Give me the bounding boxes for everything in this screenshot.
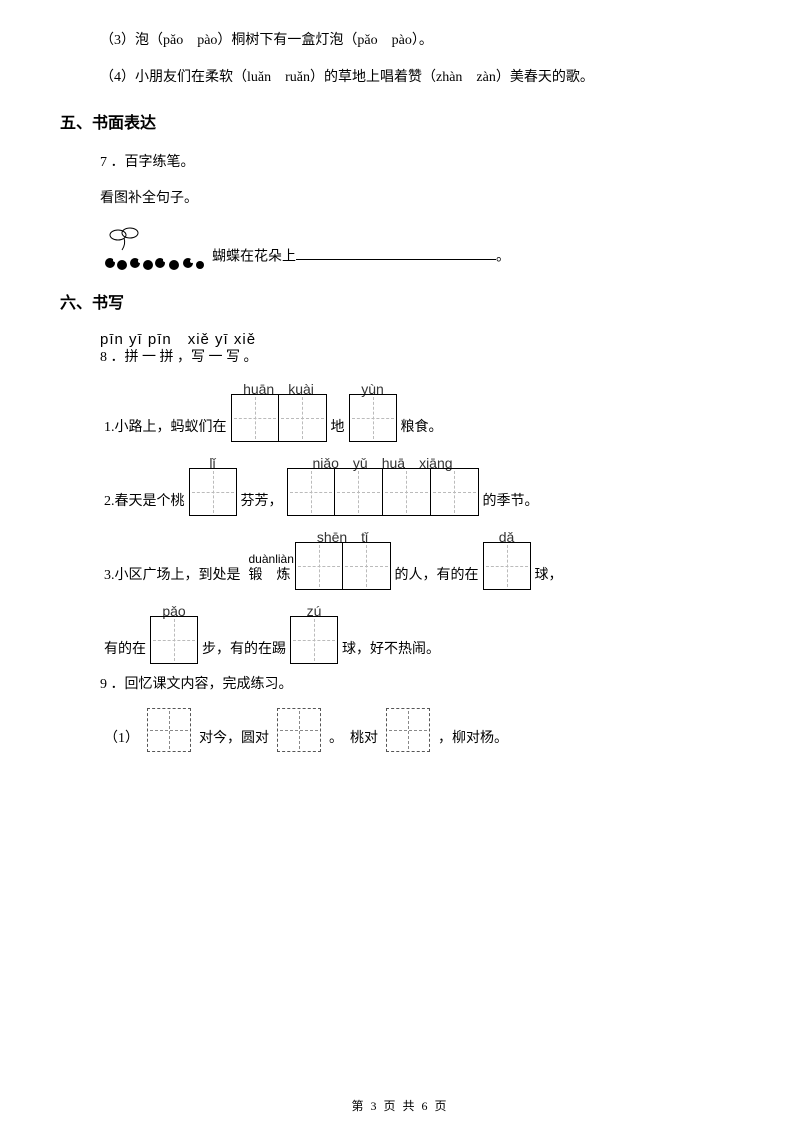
char-box[interactable] bbox=[349, 394, 397, 442]
l2-mid: 芬芳， bbox=[237, 489, 287, 516]
l2-pinyin-2: niǎo yǔ huā xiāng bbox=[312, 450, 452, 468]
question-9-title: 9 ．回忆课文内容，完成练习。 bbox=[60, 672, 740, 699]
char-box[interactable] bbox=[287, 468, 335, 516]
l1-prefix: 1.小路上，蚂蚁们在 bbox=[100, 415, 231, 442]
char-box[interactable] bbox=[383, 468, 431, 516]
l3-prefix: 3.小区广场上，到处是 bbox=[100, 563, 245, 590]
l3-pinyin-1: shēn tǐ bbox=[317, 524, 368, 542]
fill-in-blank[interactable] bbox=[296, 245, 496, 260]
char-box[interactable] bbox=[279, 394, 327, 442]
l2-end: 的季节。 bbox=[479, 489, 543, 516]
question-7-instruction: 看图补全句子。 bbox=[60, 186, 740, 213]
q9-1-d: ，柳对杨。 bbox=[434, 726, 512, 753]
char-box[interactable] bbox=[335, 468, 383, 516]
l1-mid: 地 bbox=[327, 415, 349, 442]
exercise-2-row: 2.春天是个桃 lǐ 芬芳， niǎo yǔ huā xiāng 的季节。 bbox=[100, 450, 740, 516]
l1-pinyin-1: huān kuài bbox=[243, 376, 314, 394]
char-box-dashed[interactable] bbox=[277, 708, 321, 752]
char-box[interactable] bbox=[290, 616, 338, 664]
l3-mid: 的人，有的在 bbox=[391, 563, 483, 590]
l1-pinyin-2: yùn bbox=[361, 376, 384, 394]
q8-pinyin: pīn yī pīn xiě yī xiě bbox=[100, 329, 740, 350]
char-box[interactable] bbox=[231, 394, 279, 442]
question-7-line: 蝴蝶在花朵上 。 bbox=[60, 223, 740, 271]
q9-1-b: 对今，圆对 bbox=[195, 726, 273, 753]
l3b-prefix: 有的在 bbox=[100, 637, 150, 664]
l3b-pinyin-2: zú bbox=[307, 598, 322, 616]
exercise-3b-row: 有的在 pǎo 步，有的在踢 zú 球，好不热闹。 bbox=[100, 598, 740, 664]
char-box[interactable] bbox=[150, 616, 198, 664]
question-7-title: 7 ．百字练笔。 bbox=[60, 150, 740, 177]
q7-text-period: 。 bbox=[496, 249, 510, 264]
char-box[interactable] bbox=[295, 542, 343, 590]
l1-end: 粮食。 bbox=[397, 415, 447, 442]
q7-text-prefix: 蝴蝶在花朵上 bbox=[212, 249, 296, 264]
char-box[interactable] bbox=[189, 468, 237, 516]
char-box[interactable] bbox=[343, 542, 391, 590]
section-6-heading: 六、书写 bbox=[60, 289, 740, 319]
l3-ruby: duànliàn 锻 炼 bbox=[249, 563, 291, 590]
l3b-mid: 步，有的在踢 bbox=[198, 637, 290, 664]
q8-text: 8 ．拼 一 拼 ，写 一 写 。 bbox=[100, 348, 740, 368]
char-box-dashed[interactable] bbox=[386, 708, 430, 752]
l3b-end: 球，好不热闹。 bbox=[338, 637, 444, 664]
question-4: （4）小朋友们在柔软（luǎn ruǎn）的草地上唱着赞（zhàn zàn）美春… bbox=[60, 65, 740, 92]
l2-prefix: 2.春天是个桃 bbox=[100, 489, 189, 516]
section-5-heading: 五、书面表达 bbox=[60, 109, 740, 139]
char-box[interactable] bbox=[483, 542, 531, 590]
exercise-1-row: 1.小路上，蚂蚁们在 huān kuài 地 yùn 粮食。 bbox=[100, 376, 740, 442]
q9-1-row: （1） 对今，圆对 。 桃对 ，柳对杨。 bbox=[100, 708, 740, 752]
q9-1-c: 。 桃对 bbox=[325, 726, 382, 753]
l3-pinyin-2: dǎ bbox=[499, 524, 515, 542]
q9-1-a: （1） bbox=[100, 726, 143, 753]
l2-pinyin-1: lǐ bbox=[209, 450, 215, 468]
butterfly-flower-image bbox=[100, 223, 210, 271]
exercise-3-row: 3.小区广场上，到处是 duànliàn 锻 炼 shēn tǐ 的人，有的在 … bbox=[100, 524, 740, 590]
char-box[interactable] bbox=[431, 468, 479, 516]
char-box-dashed[interactable] bbox=[147, 708, 191, 752]
l3-end: 球， bbox=[531, 563, 567, 590]
page-footer: 第 3 页 共 6 页 bbox=[0, 1095, 800, 1118]
question-3: （3）泡（pǎo pào）桐树下有一盒灯泡（pǎo pào）。 bbox=[60, 28, 740, 55]
l3b-pinyin-1: pǎo bbox=[162, 598, 185, 616]
